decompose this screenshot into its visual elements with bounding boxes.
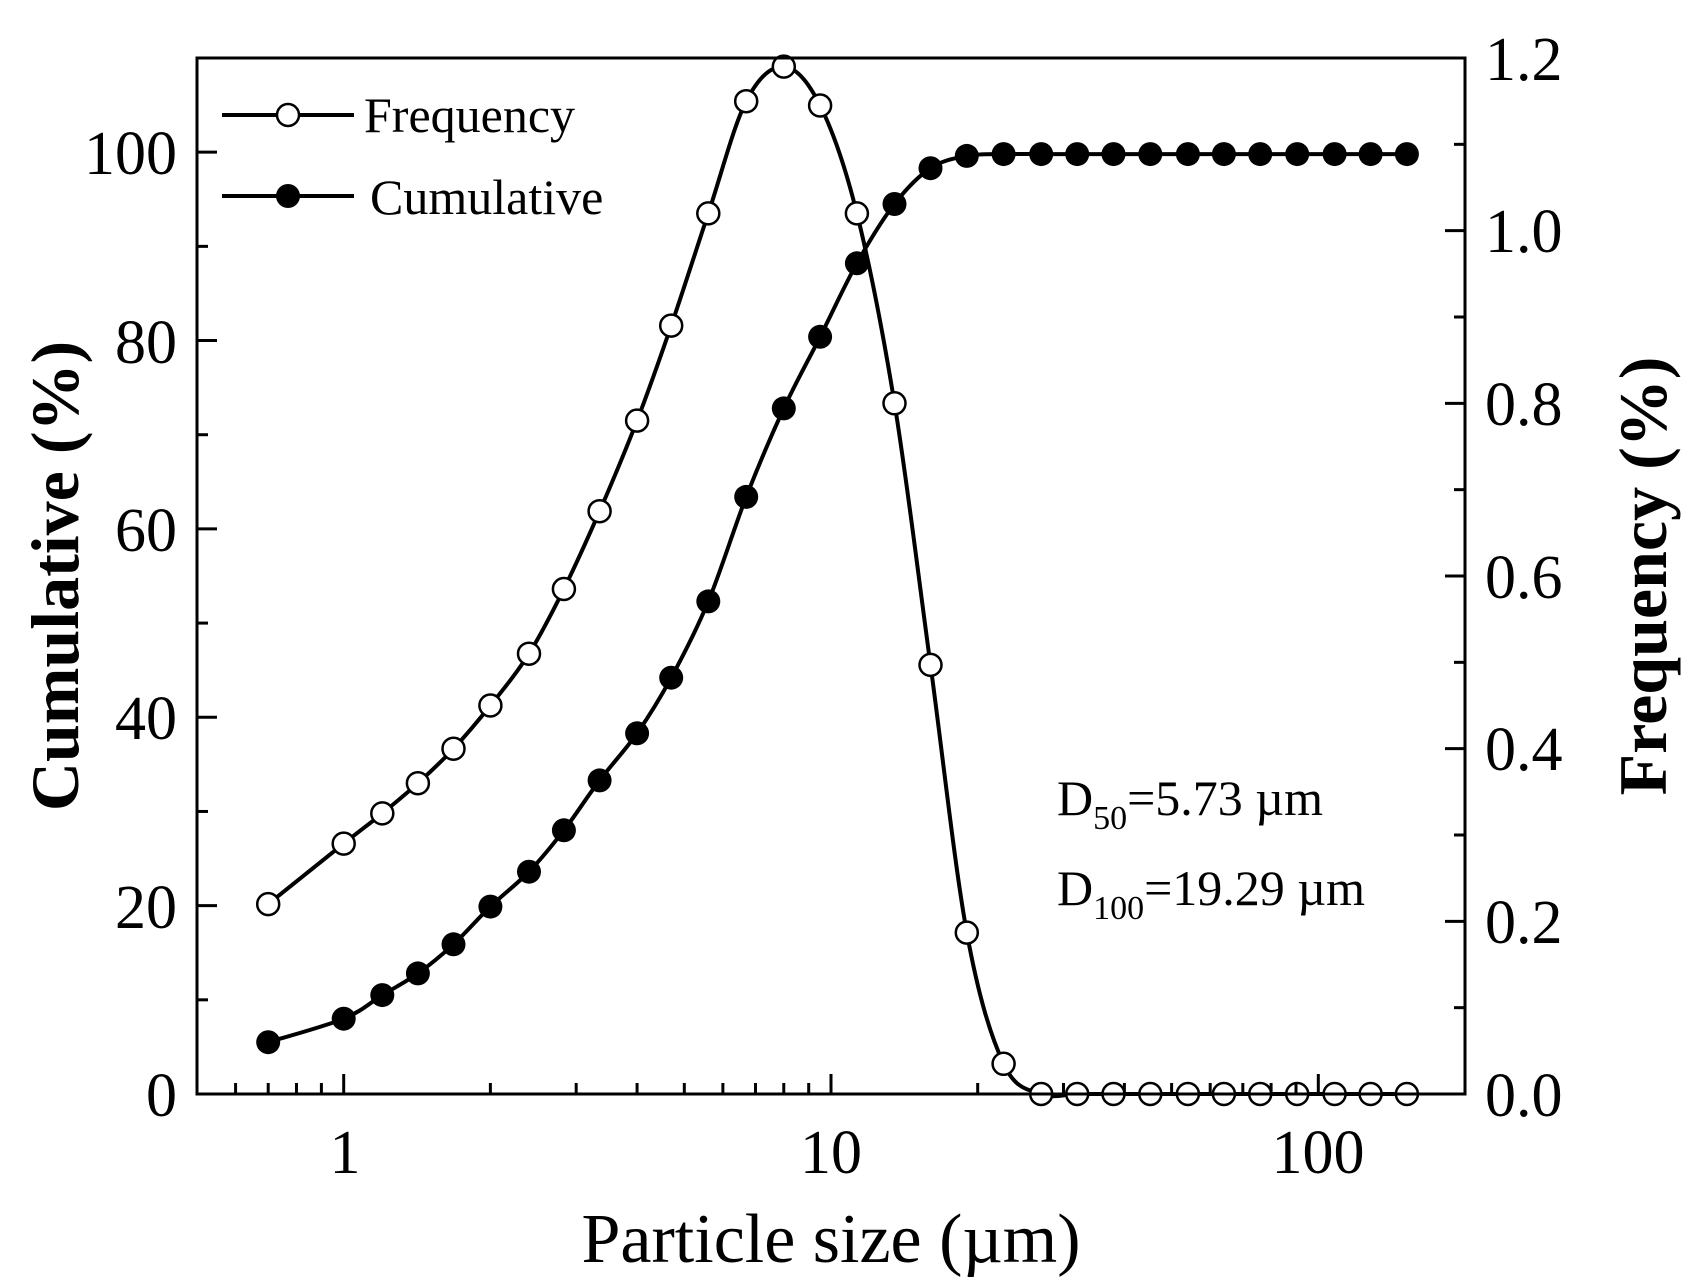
cumulative-point: [441, 932, 466, 957]
cumulative-point: [1138, 142, 1163, 167]
y-right-tick-label: 1.2: [1485, 26, 1563, 94]
annotation-d100-main: D: [1057, 860, 1093, 916]
x-axis-tick-labels: 1 10 100: [330, 1119, 1365, 1187]
y-right-tick-label: 0.4: [1485, 716, 1563, 784]
cumulative-point: [844, 251, 869, 276]
y-right-tick-label: 0.0: [1485, 1062, 1563, 1130]
frequency-point: [771, 54, 797, 79]
annotation-d50-main: D: [1057, 770, 1093, 826]
cumulative-point: [991, 142, 1016, 167]
cumulative-point: [808, 324, 833, 349]
cumulative-point: [1358, 142, 1383, 167]
cumulative-point: [256, 1030, 281, 1055]
y-right-tick-labels: 0.0 0.2 0.4 0.6 0.8 1.0 1.2: [1485, 26, 1563, 1130]
y-left-tick-label: 60: [115, 497, 177, 565]
cumulative-point: [1101, 142, 1126, 167]
cumulative-point: [734, 484, 759, 509]
y-left-tick-labels: 0 20 40 60 80 100: [84, 120, 177, 1130]
cumulative-point: [696, 589, 721, 614]
y-left-axis-title: Cumulative (%): [17, 341, 93, 811]
frequency-point: [918, 652, 943, 678]
frequency-point: [405, 770, 431, 796]
cumulative-point: [625, 721, 650, 746]
cumulative-point: [771, 396, 796, 421]
y-left-tick-label: 100: [84, 120, 177, 188]
frequency-point: [331, 831, 356, 856]
frequency-point: [624, 408, 650, 433]
legend: Frequency Cumulative: [222, 87, 603, 225]
frequency-series-points: [255, 54, 1420, 1107]
cumulative-series-points: [256, 142, 1419, 1055]
y-left-tick-label: 0: [146, 1062, 177, 1130]
cumulative-point: [659, 665, 684, 690]
annotation-d100: D100=19.29 µm: [1057, 860, 1365, 927]
frequency-point: [441, 736, 466, 761]
frequency-point: [370, 801, 395, 826]
frequency-point: [696, 201, 721, 226]
y-left-tick-label: 20: [115, 874, 177, 942]
y-right-axis-title: Frequency (%): [1605, 357, 1681, 796]
cumulative-point: [1394, 142, 1419, 167]
frequency-point: [478, 693, 503, 718]
y-right-tick-label: 0.6: [1485, 544, 1563, 612]
frequency-point: [882, 391, 907, 416]
frequency-point: [516, 641, 542, 666]
frequency-point: [255, 891, 281, 917]
x-axis-ticks: [195, 1074, 1467, 1094]
x-tick-label: 1: [330, 1119, 361, 1187]
frequency-point: [587, 498, 612, 524]
y-right-tick-label: 1.0: [1485, 198, 1563, 266]
cumulative-point: [587, 768, 612, 793]
cumulative-point: [1029, 142, 1054, 167]
cumulative-point: [478, 894, 503, 919]
frequency-point: [991, 1051, 1016, 1077]
cumulative-point: [918, 156, 943, 181]
cumulative-point: [882, 192, 907, 216]
x-axis-title: Particle size (µm): [581, 1201, 1080, 1278]
cumulative-point: [551, 818, 576, 843]
cumulative-point: [1285, 142, 1310, 167]
x-tick-label: 100: [1272, 1119, 1365, 1187]
y-left-axis-ticks: [197, 150, 217, 1096]
cumulative-point: [405, 961, 430, 986]
cumulative-point: [331, 1006, 356, 1031]
frequency-point: [954, 920, 980, 945]
cumulative-point: [1065, 142, 1090, 167]
cumulative-point: [370, 983, 395, 1008]
annotation-d100-value: =19.29 µm: [1144, 860, 1365, 916]
frequency-point: [844, 201, 870, 226]
y-left-tick-label: 40: [115, 685, 177, 753]
frequency-point: [807, 93, 833, 118]
cumulative-point: [1248, 142, 1273, 167]
cumulative-point: [517, 859, 541, 884]
cumulative-point: [1175, 142, 1200, 167]
y-left-tick-label: 80: [115, 309, 177, 377]
cumulative-point: [1211, 142, 1236, 167]
legend-frequency-label: Frequency: [364, 87, 575, 143]
legend-frequency-marker: [275, 102, 301, 128]
legend-cumulative-marker: [276, 184, 300, 208]
cumulative-point: [1322, 142, 1347, 167]
annotation-d100-subscript: 100: [1093, 890, 1144, 927]
annotation-d50: D50=5.73 µm: [1057, 770, 1323, 837]
frequency-point: [551, 576, 577, 602]
y-right-tick-label: 0.2: [1485, 889, 1563, 957]
cumulative-point: [954, 143, 979, 168]
x-tick-label: 10: [800, 1119, 862, 1187]
annotation-d50-value: =5.73 µm: [1127, 770, 1323, 826]
annotation-d50-subscript: 50: [1093, 800, 1127, 837]
y-right-axis-ticks: [1445, 56, 1465, 1096]
frequency-point: [733, 88, 759, 114]
legend-cumulative-label: Cumulative: [370, 169, 603, 225]
frequency-point: [658, 313, 684, 338]
y-right-tick-label: 0.8: [1485, 371, 1563, 439]
